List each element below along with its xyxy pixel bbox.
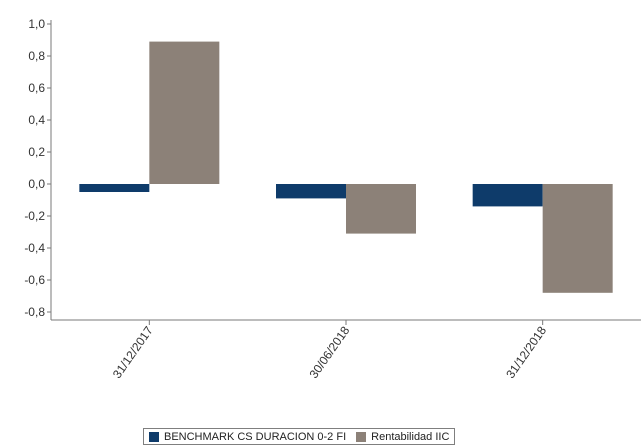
legend-item-rentabilidad: Rentabilidad IIC: [356, 431, 449, 443]
bar-rentabilidad-3: [542, 184, 613, 293]
y-tick-label: 0,2: [28, 145, 45, 159]
x-category-label: 31/12/2017: [110, 323, 156, 380]
bar-benchmark-1: [79, 184, 150, 192]
legend-swatch-rentabilidad: [356, 431, 367, 442]
legend-label-rentabilidad: Rentabilidad IIC: [371, 430, 450, 443]
y-tick-label: -0,8: [24, 305, 45, 319]
y-tick-label: 0,0: [28, 177, 45, 191]
legend-label-benchmark: BENCHMARK CS DURACION 0-2 FI: [164, 430, 347, 443]
legend-swatch-benchmark: [149, 431, 159, 442]
legend: BENCHMARK CS DURACION 0-2 FI Rentabilida…: [143, 428, 456, 445]
y-tick-label: -0,4: [24, 241, 45, 255]
bar-benchmark-2: [276, 184, 346, 199]
bar-rentabilidad-2: [346, 184, 416, 234]
bar-rentabilidad-1: [149, 41, 220, 184]
y-tick-label: 0,8: [28, 49, 45, 63]
y-tick-label: -0,6: [24, 273, 45, 287]
bars: [79, 41, 613, 293]
bar-benchmark-3: [472, 184, 543, 207]
x-category-label: 30/06/2018: [307, 323, 353, 380]
y-tick-label: 0,6: [28, 81, 45, 95]
y-tick-label: -0,2: [24, 209, 45, 223]
x-category-label: 31/12/2018: [503, 323, 549, 380]
y-tick-label: 1,0: [28, 17, 45, 31]
y-axis: 1,0 0,8 0,6 0,4 0,2 0,0 -0,2 -0,4 -0,6 -0,8: [24, 17, 52, 320]
legend-item-benchmark: BENCHMARK CS DURACION 0-2 FI: [149, 431, 346, 443]
y-tick-label: 0,4: [28, 113, 45, 127]
x-axis: 31/12/2017 30/06/2018 31/12/2018: [51, 319, 641, 381]
